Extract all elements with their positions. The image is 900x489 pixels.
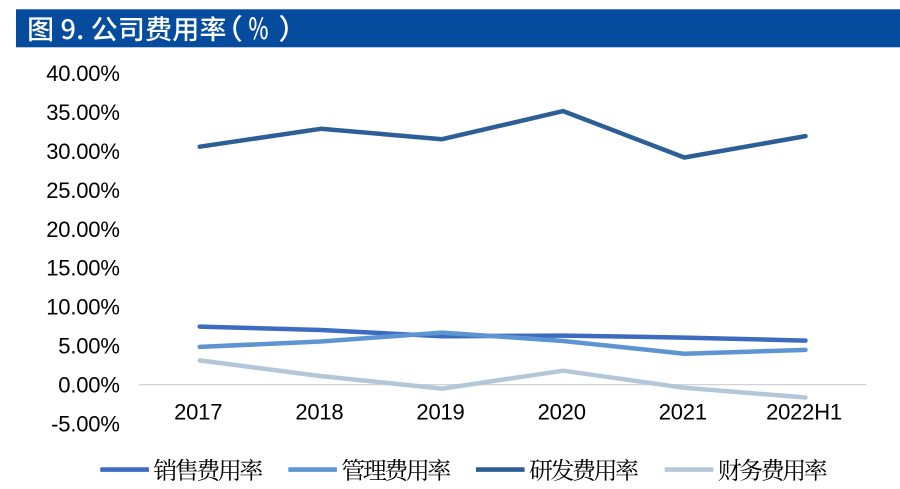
svg-text:35.00%: 35.00% xyxy=(46,100,119,125)
svg-text:2021: 2021 xyxy=(659,399,707,424)
svg-text:2018: 2018 xyxy=(295,399,343,424)
svg-text:15.00%: 15.00% xyxy=(46,256,119,281)
svg-text:10.00%: 10.00% xyxy=(46,295,119,320)
svg-text:25.00%: 25.00% xyxy=(46,178,119,203)
svg-text:20.00%: 20.00% xyxy=(46,217,119,242)
svg-text:2020: 2020 xyxy=(538,399,586,424)
svg-text:5.00%: 5.00% xyxy=(58,334,119,359)
svg-text:40.00%: 40.00% xyxy=(46,61,119,86)
svg-text:2017: 2017 xyxy=(174,399,222,424)
svg-text:0.00%: 0.00% xyxy=(58,372,119,397)
svg-text:30.00%: 30.00% xyxy=(46,139,119,164)
svg-text:-5.00%: -5.00% xyxy=(51,411,120,436)
svg-text:2022H1: 2022H1 xyxy=(766,399,842,424)
svg-text:2019: 2019 xyxy=(416,399,464,424)
